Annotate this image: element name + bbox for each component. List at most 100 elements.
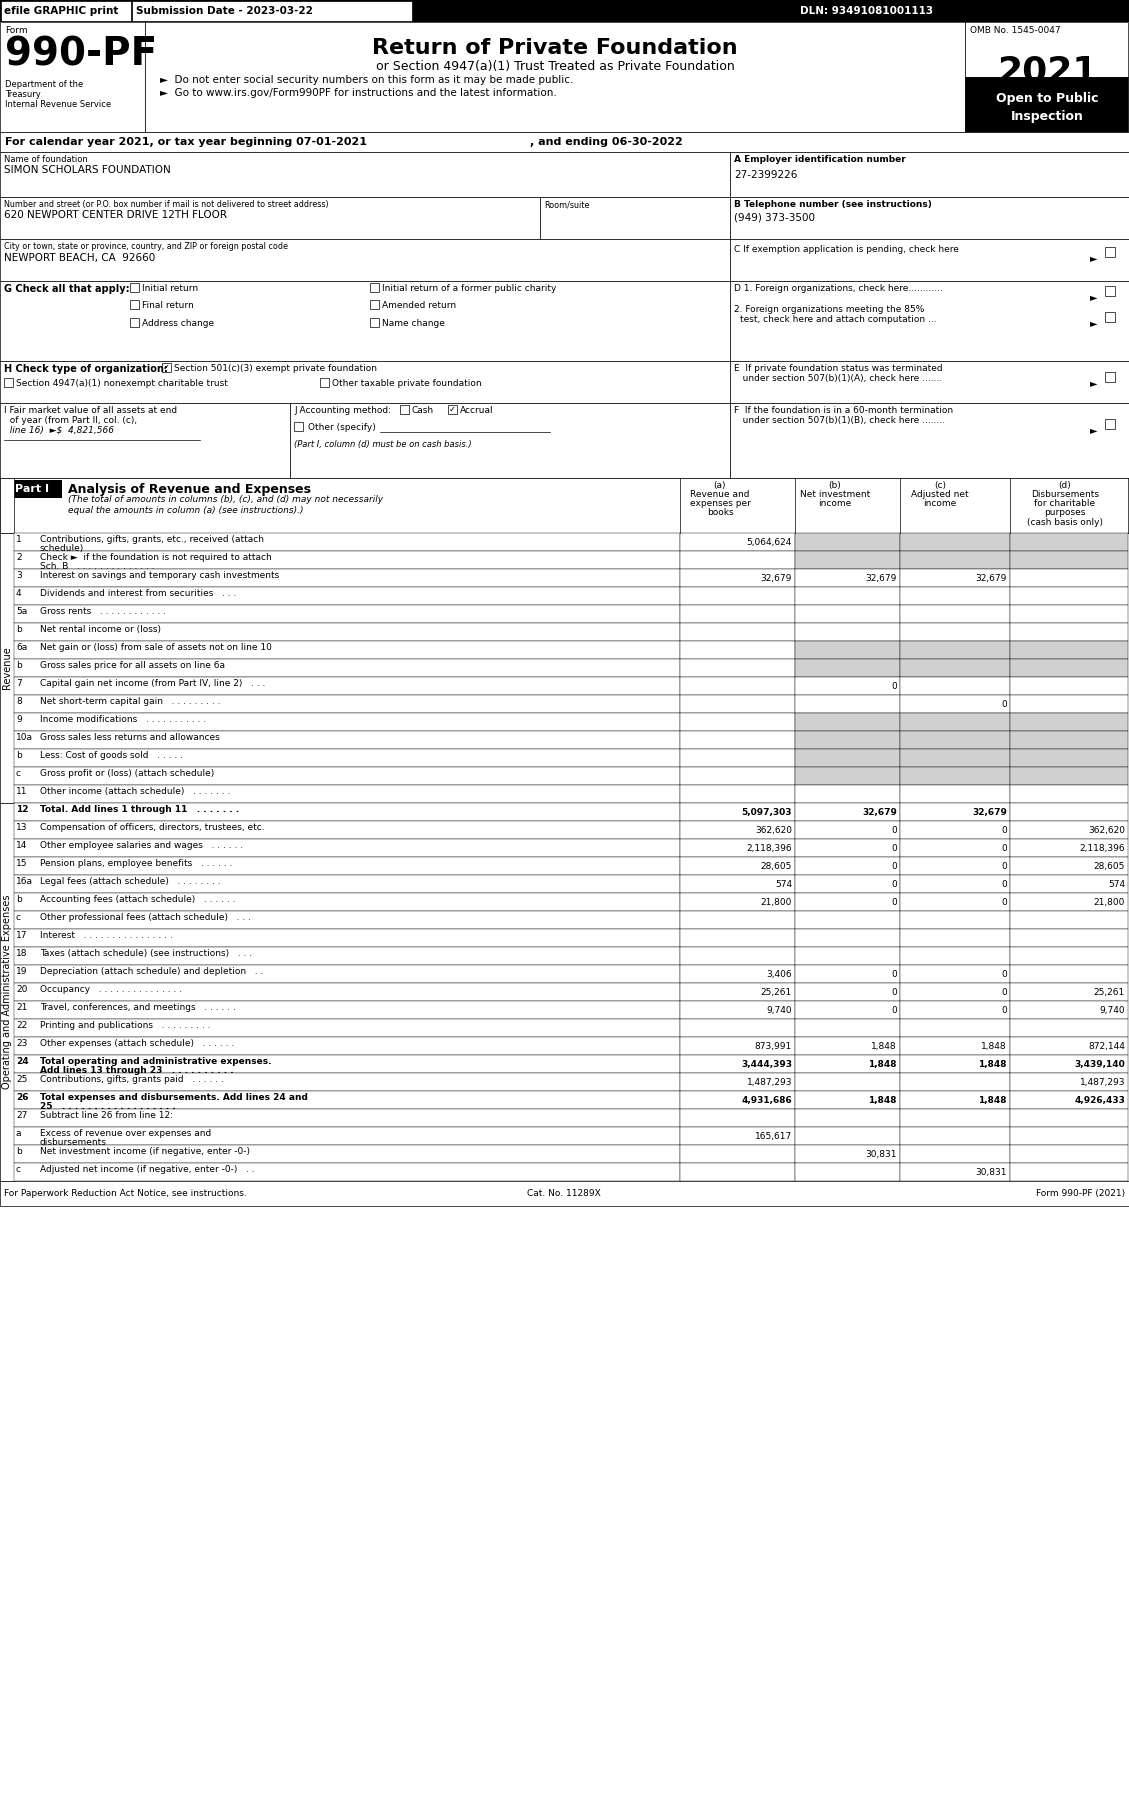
Text: 872,144: 872,144 — [1088, 1043, 1124, 1052]
Bar — [14, 1073, 680, 1091]
Bar — [14, 660, 680, 678]
Text: Less: Cost of goods sold   . . . . .: Less: Cost of goods sold . . . . . — [40, 752, 183, 761]
Bar — [1105, 313, 1115, 322]
Text: Number and street (or P.O. box number if mail is not delivered to street address: Number and street (or P.O. box number if… — [5, 200, 329, 209]
Text: (a): (a) — [714, 482, 726, 491]
Bar — [0, 478, 1129, 532]
Text: NEWPORT BEACH, CA  92660: NEWPORT BEACH, CA 92660 — [5, 254, 156, 263]
Text: Net gain or (loss) from sale of assets not on line 10: Net gain or (loss) from sale of assets n… — [40, 644, 272, 653]
Bar — [680, 678, 795, 696]
Bar — [680, 604, 795, 622]
Text: (c): (c) — [934, 482, 946, 491]
Bar — [900, 984, 1010, 1001]
Bar — [900, 750, 1010, 768]
Bar — [14, 586, 680, 604]
Bar — [795, 894, 900, 912]
Text: Occupancy   . . . . . . . . . . . . . . .: Occupancy . . . . . . . . . . . . . . . — [40, 985, 182, 994]
Bar — [795, 1073, 900, 1091]
Bar — [680, 894, 795, 912]
Bar — [795, 1019, 900, 1037]
Text: 26: 26 — [16, 1093, 28, 1102]
Bar — [1010, 678, 1128, 696]
Bar — [0, 1181, 1129, 1206]
Text: 3,439,140: 3,439,140 — [1075, 1061, 1124, 1070]
Text: 0: 0 — [891, 681, 898, 690]
Bar — [795, 586, 900, 604]
Bar — [1010, 732, 1128, 750]
Text: 4,931,686: 4,931,686 — [742, 1097, 793, 1106]
Text: Income modifications   . . . . . . . . . . .: Income modifications . . . . . . . . . .… — [40, 716, 207, 725]
Bar — [900, 1073, 1010, 1091]
Text: Amended return: Amended return — [382, 300, 456, 309]
Bar — [795, 568, 900, 586]
Bar — [900, 1001, 1010, 1019]
Text: 9: 9 — [16, 716, 21, 725]
Text: Add lines 13 through 23   . . . . . . . . . .: Add lines 13 through 23 . . . . . . . . … — [40, 1066, 234, 1075]
Text: 1,848: 1,848 — [868, 1097, 898, 1106]
Text: 11: 11 — [16, 788, 27, 797]
Text: efile GRAPHIC print: efile GRAPHIC print — [5, 5, 119, 16]
Text: 30,831: 30,831 — [975, 1169, 1007, 1178]
Text: 18: 18 — [16, 949, 27, 958]
Text: 12: 12 — [16, 806, 28, 814]
Bar — [14, 786, 680, 804]
Bar — [1010, 858, 1128, 876]
Text: 1,848: 1,848 — [981, 1043, 1007, 1052]
Text: Section 501(c)(3) exempt private foundation: Section 501(c)(3) exempt private foundat… — [174, 363, 377, 372]
Text: Disbursements: Disbursements — [1031, 491, 1099, 500]
Bar — [1010, 804, 1128, 822]
Bar — [730, 153, 1129, 198]
Text: 22: 22 — [16, 1021, 27, 1030]
Text: 3: 3 — [16, 572, 21, 581]
Bar — [900, 966, 1010, 984]
Text: Form 990-PF (2021): Form 990-PF (2021) — [1036, 1188, 1124, 1197]
Bar — [900, 532, 1010, 550]
Text: 9,740: 9,740 — [1100, 1007, 1124, 1016]
Bar — [900, 804, 1010, 822]
Bar — [14, 714, 680, 732]
Bar — [795, 732, 900, 750]
Text: Room/suite: Room/suite — [544, 200, 589, 209]
Text: ✓: ✓ — [449, 405, 456, 414]
Text: income: income — [819, 500, 851, 509]
Bar — [680, 1163, 795, 1181]
Bar — [680, 786, 795, 804]
Bar — [14, 840, 680, 858]
Text: 25: 25 — [16, 1075, 27, 1084]
Text: Other employee salaries and wages   . . . . . .: Other employee salaries and wages . . . … — [40, 841, 243, 850]
Text: (The total of amounts in columns (b), (c), and (d) may not necessarily: (The total of amounts in columns (b), (c… — [68, 494, 383, 503]
Bar — [680, 1145, 795, 1163]
Text: Initial return of a former public charity: Initial return of a former public charit… — [382, 284, 557, 293]
Text: Return of Private Foundation: Return of Private Foundation — [373, 38, 738, 58]
Text: for charitable: for charitable — [1034, 500, 1095, 509]
Text: 0: 0 — [1001, 1007, 1007, 1016]
Text: b: b — [16, 626, 21, 635]
Bar — [1010, 1019, 1128, 1037]
Text: (Part I, column (d) must be on cash basis.): (Part I, column (d) must be on cash basi… — [294, 441, 472, 450]
Text: 0: 0 — [1001, 843, 1007, 852]
Bar — [795, 1055, 900, 1073]
Text: 15: 15 — [16, 859, 27, 868]
Bar — [680, 840, 795, 858]
Text: 0: 0 — [891, 861, 898, 870]
Bar — [1, 2, 131, 22]
Text: 6a: 6a — [16, 644, 27, 653]
Text: 3,444,393: 3,444,393 — [741, 1061, 793, 1070]
Bar — [1010, 840, 1128, 858]
Bar — [795, 750, 900, 768]
Bar — [14, 532, 680, 550]
Bar — [540, 198, 730, 239]
Text: 1: 1 — [16, 536, 21, 545]
Text: Other expenses (attach schedule)   . . . . . .: Other expenses (attach schedule) . . . .… — [40, 1039, 234, 1048]
Text: b: b — [16, 895, 21, 904]
Bar — [1010, 984, 1128, 1001]
Bar — [795, 804, 900, 822]
Bar — [795, 966, 900, 984]
Bar — [1010, 966, 1128, 984]
Text: 30,831: 30,831 — [866, 1151, 898, 1160]
Text: Gross rents   . . . . . . . . . . . .: Gross rents . . . . . . . . . . . . — [40, 608, 166, 617]
Bar — [14, 822, 680, 840]
Bar — [900, 840, 1010, 858]
Bar — [448, 405, 457, 414]
Text: ►: ► — [1089, 318, 1097, 327]
